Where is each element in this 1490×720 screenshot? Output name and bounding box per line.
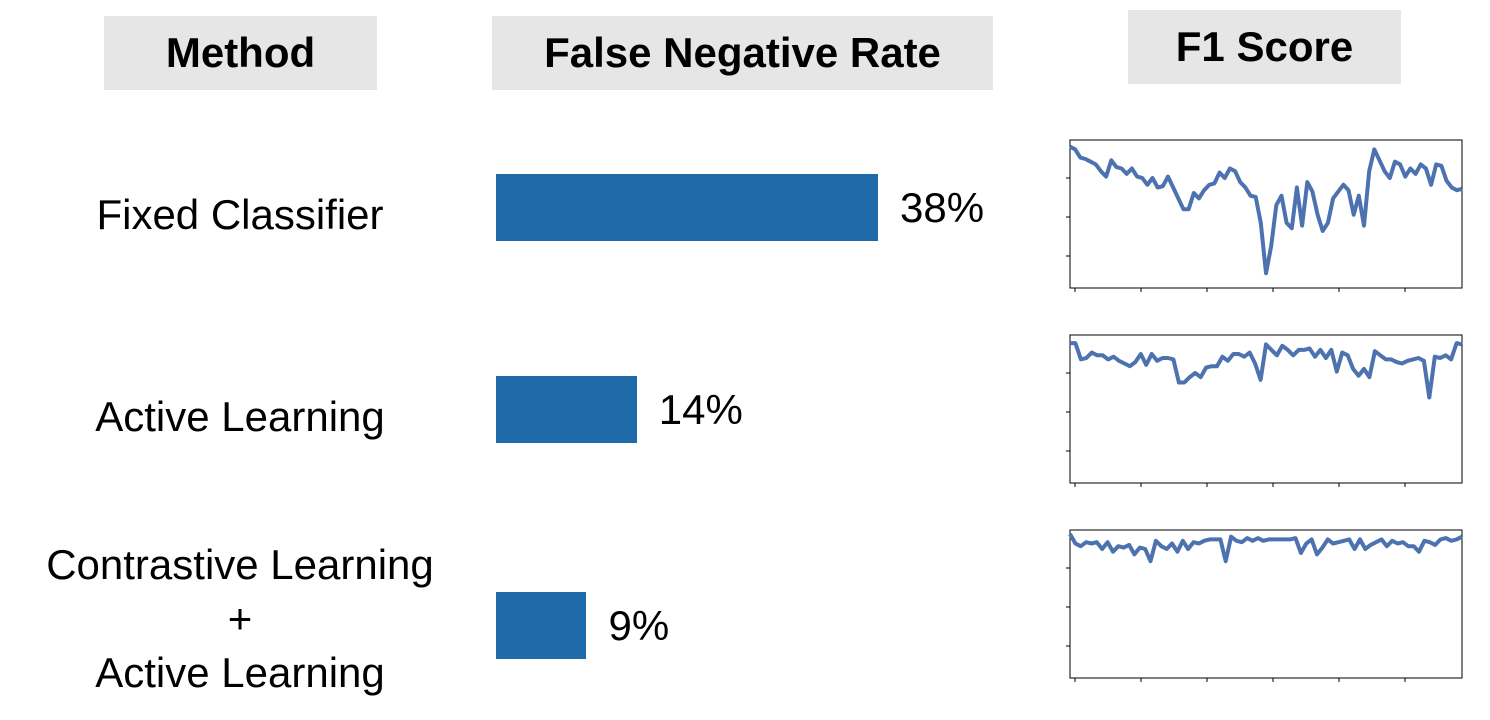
- f1-series-line: [1069, 144, 1463, 276]
- f1-plot-fixed-classifier: [1066, 139, 1463, 292]
- plot-frame: [1069, 529, 1463, 679]
- fnr-bar-fixed-classifier: [496, 174, 878, 241]
- plot-frame: [1069, 334, 1463, 484]
- method-label-fixed-classifier: Fixed Classifier: [0, 188, 480, 242]
- fnr-value-label: 9%: [608, 602, 670, 649]
- method-line: Contrastive Learning: [46, 541, 434, 588]
- header-method-label: Method: [165, 29, 316, 76]
- method-line: Fixed Classifier: [96, 191, 384, 238]
- fnr-value-label: 38%: [900, 184, 985, 231]
- fnr-bar-active-learning: [496, 376, 637, 443]
- header-f1-score: F1 Score: [1128, 10, 1401, 84]
- f1-series-line: [1068, 533, 1463, 564]
- f1-plot-active-learning: [1066, 334, 1463, 487]
- header-f1-label: F1 Score: [1175, 23, 1354, 70]
- plot-frame: [1069, 139, 1463, 289]
- fnr-value-label: 14%: [658, 386, 743, 433]
- method-line: Active Learning: [95, 649, 385, 696]
- method-label-active-learning: Active Learning: [0, 390, 480, 444]
- header-method: Method: [104, 16, 377, 90]
- header-fnr-label: False Negative Rate: [544, 29, 941, 76]
- method-line: +: [227, 595, 253, 642]
- method-line: Active Learning: [95, 393, 385, 440]
- fnr-bar-contrastive-active: [496, 592, 587, 659]
- f1-series-line: [1070, 341, 1463, 400]
- method-label-contrastive-active: Contrastive Learning + Active Learning: [0, 538, 480, 700]
- header-false-negative-rate: False Negative Rate: [492, 16, 993, 90]
- f1-plot-contrastive-active: [1066, 529, 1463, 682]
